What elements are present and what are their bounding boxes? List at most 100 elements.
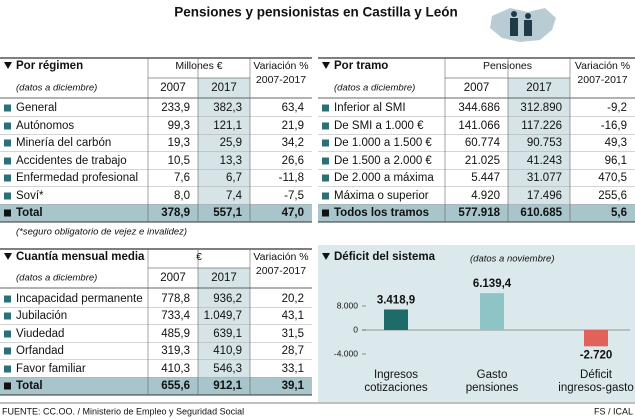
- row-label: Minería del carbón: [16, 137, 111, 149]
- cell: 470,5: [598, 172, 627, 184]
- cell: 639,1: [213, 328, 242, 340]
- bullet: [4, 295, 11, 303]
- cell: 8,0: [174, 190, 190, 202]
- y-tick-label: 8.000: [337, 300, 359, 310]
- cell: 733,4: [161, 310, 190, 322]
- cell: 47,0: [282, 207, 304, 219]
- cell: 378,9: [161, 207, 190, 219]
- header-marker: [322, 62, 330, 69]
- column-shade: [198, 268, 250, 395]
- chart-subtitle: (datos a noviembre): [470, 254, 554, 265]
- change-period: 2007-2017: [577, 74, 627, 86]
- change-period: 2007-2017: [256, 74, 306, 86]
- cell: 312.890: [520, 102, 562, 114]
- value-label: 6.139,4: [473, 278, 512, 290]
- cell: 344.686: [458, 102, 500, 114]
- column-shade: [508, 78, 570, 222]
- bullet: [322, 122, 329, 130]
- year: 2007: [160, 272, 186, 284]
- cell: 255,6: [598, 190, 627, 202]
- cell: 26,6: [282, 155, 304, 167]
- cell: 7,6: [174, 172, 190, 184]
- x-tick-label: Gasto pensiones: [466, 369, 519, 394]
- title: Pensiones y pensionistas en Castilla y L…: [174, 5, 458, 20]
- bullet: [4, 382, 11, 390]
- cell: 31,5: [282, 328, 304, 340]
- cell: 90.753: [527, 137, 562, 149]
- row-label: Orfandad: [16, 345, 64, 357]
- cell: 5,6: [611, 207, 627, 219]
- cell: 10,5: [168, 155, 190, 167]
- row-label: Total: [16, 207, 43, 219]
- value-label: -2.720: [580, 349, 613, 361]
- row-label: De SMI a 1.000 €: [334, 120, 424, 132]
- chart-title: Déficit del sistema: [334, 251, 436, 263]
- cell: 63,4: [282, 102, 305, 114]
- cell: 5.447: [471, 172, 500, 184]
- cell: 96,1: [605, 155, 627, 167]
- total-row: [0, 204, 312, 222]
- change-label: Variación %: [253, 60, 308, 72]
- row-label: Inferior al SMI: [334, 102, 406, 114]
- cell: 410,3: [161, 363, 190, 375]
- bullet: [4, 174, 11, 182]
- row-label: Favor familiar: [16, 363, 86, 375]
- bullet: [322, 139, 329, 147]
- cell: 1.049,7: [204, 310, 242, 322]
- section-note: (datos a diciembre): [16, 83, 97, 94]
- bullet: [4, 365, 11, 373]
- cell: 34,2: [282, 137, 304, 149]
- cell: -16,9: [601, 120, 627, 132]
- cell: -9,2: [607, 102, 627, 114]
- bullet: [322, 192, 329, 200]
- cell: 25,9: [220, 137, 242, 149]
- cell: 17.496: [527, 190, 562, 202]
- cell: 557,1: [213, 207, 242, 219]
- section-title: Por tramo: [334, 60, 388, 72]
- bullet: [4, 347, 11, 355]
- cell: 485,9: [161, 328, 190, 340]
- footnote: (*seguro obligatorio de vejez e invalide…: [16, 227, 187, 238]
- total-row: [318, 204, 635, 222]
- bar: [584, 330, 608, 347]
- bullet: [4, 312, 11, 320]
- cell: 21,9: [282, 120, 304, 132]
- map-icon: [490, 8, 556, 42]
- row-label: Accidentes de trabajo: [16, 155, 127, 167]
- cell: 19,3: [168, 137, 190, 149]
- year: 2017: [526, 82, 552, 94]
- header-marker: [4, 62, 12, 69]
- cell: 6,7: [226, 172, 242, 184]
- deficit-panel: [318, 245, 635, 402]
- change-period: 2007-2017: [256, 265, 306, 277]
- cell: 99,3: [168, 120, 190, 132]
- cell: -11,8: [279, 172, 304, 184]
- bullet: [4, 330, 11, 338]
- cell: 13,3: [220, 155, 242, 167]
- row-label: Enfermedad profesional: [16, 172, 138, 184]
- y-tick-label: 0: [353, 324, 358, 334]
- bullet: [4, 209, 11, 217]
- cell: 39,1: [282, 380, 305, 392]
- bullet: [4, 157, 11, 165]
- cell: 31.077: [527, 172, 562, 184]
- cell: 33,1: [282, 363, 304, 375]
- cell: 21.025: [465, 155, 500, 167]
- column-shade: [198, 78, 250, 222]
- unit: Millones €: [175, 60, 222, 72]
- bullet: [322, 104, 329, 112]
- bullet: [4, 192, 11, 200]
- cell: -7,5: [284, 190, 304, 202]
- x-tick-label: Ingresos cotizaciones: [364, 369, 428, 394]
- cell: 577.918: [458, 207, 500, 219]
- unit: €: [196, 251, 202, 263]
- cell: 655,6: [161, 380, 190, 392]
- year: 2017: [211, 272, 237, 284]
- section-title: Cuantía mensual media: [16, 251, 145, 263]
- cell: 49,3: [605, 137, 627, 149]
- section-note: (datos a diciembre): [16, 273, 97, 284]
- row-label: Autónomos: [16, 120, 74, 132]
- cell: 4.920: [471, 190, 500, 202]
- cell: 117.226: [521, 120, 562, 132]
